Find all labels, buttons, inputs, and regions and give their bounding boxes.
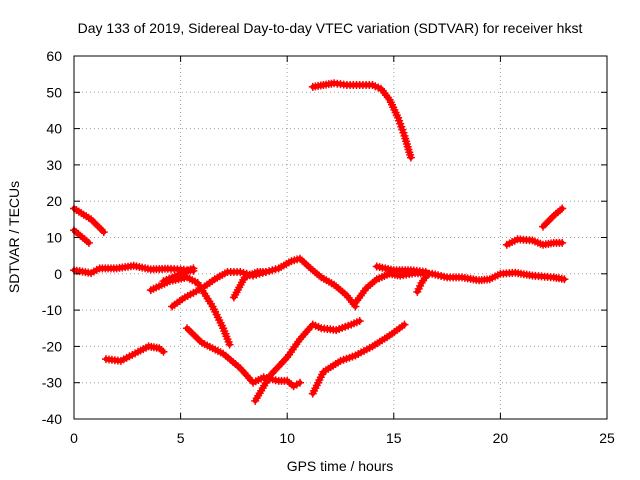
point-markers (183, 324, 304, 391)
y-tick-label: -10 (42, 302, 62, 318)
series-arc-9 (229, 268, 270, 302)
y-tick-label: -40 (42, 411, 62, 427)
series-arc-6 (183, 324, 304, 391)
point-markers (308, 320, 409, 398)
series-arc-7 (168, 254, 360, 311)
x-tick-label: 20 (493, 430, 509, 446)
y-tick-label: 0 (54, 266, 62, 282)
y-tick-label: -30 (42, 375, 62, 391)
y-tick-label: 10 (46, 230, 62, 246)
series-arc-14 (413, 269, 432, 296)
point-markers (539, 204, 567, 231)
x-tick-label: 10 (279, 430, 295, 446)
series-arc-8 (159, 264, 198, 286)
x-tick-label: 15 (386, 430, 402, 446)
chart-title: Day 133 of 2019, Sidereal Day-to-day VTE… (78, 20, 583, 36)
series-arc-10 (251, 317, 364, 405)
series-arc-15 (308, 79, 415, 162)
y-tick-label: 60 (46, 48, 62, 64)
y-axis-ticks: -40 -30 -20 -10 0 10 20 30 40 50 60 (42, 48, 607, 427)
point-markers (413, 269, 432, 296)
x-tick-label: 5 (177, 430, 185, 446)
point-markers (229, 268, 270, 302)
y-axis-label: SDTVAR / TECUs (6, 181, 22, 293)
y-tick-label: -20 (42, 338, 62, 354)
series-arc-16 (502, 235, 567, 249)
y-tick-label: 40 (46, 121, 62, 137)
y-tick-label: 20 (46, 193, 62, 209)
x-axis-label: GPS time / hours (287, 458, 394, 474)
y-tick-label: 30 (46, 157, 62, 173)
series-arc-13 (372, 262, 430, 276)
y-tick-label: 50 (46, 84, 62, 100)
x-tick-label: 0 (70, 430, 78, 446)
series-arc-17 (539, 204, 567, 231)
x-tick-label: 25 (599, 430, 615, 446)
point-markers (251, 317, 364, 405)
point-markers (372, 262, 430, 276)
series-arc-11 (308, 320, 409, 398)
point-markers (159, 264, 198, 286)
point-markers (308, 79, 415, 162)
point-markers (102, 342, 168, 365)
x-axis-ticks: 0 5 10 15 20 25 (70, 56, 615, 446)
point-markers (502, 235, 567, 249)
series-arc-4 (102, 342, 168, 365)
